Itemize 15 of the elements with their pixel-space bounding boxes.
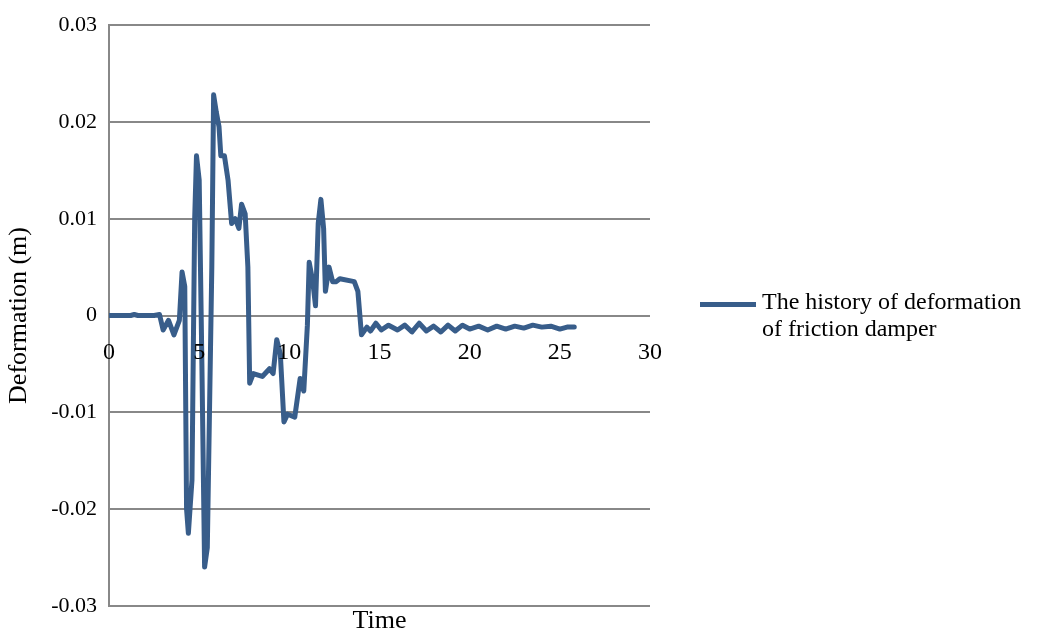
y-tick-label: 0 (86, 301, 98, 327)
legend-label: The history of deformation of friction damper (762, 288, 1023, 342)
y-tick-label: -0.03 (51, 591, 98, 617)
y-tick-label: 0.02 (58, 107, 98, 133)
x-tick-label: 20 (457, 337, 482, 364)
x-tick-label: 0 (103, 337, 116, 364)
y-tick-label: 0.01 (58, 204, 98, 230)
x-tick-label: 30 (638, 337, 662, 364)
y-tick-label: -0.02 (51, 494, 98, 520)
x-axis-title: Time (352, 605, 407, 635)
y-axis-title: Deformation (m) (3, 227, 33, 404)
y-tick-label: 0.03 (58, 10, 98, 36)
x-tick-label: 15 (367, 337, 392, 364)
y-tick-label: -0.01 (51, 398, 98, 424)
x-tick-label: 25 (547, 337, 572, 364)
